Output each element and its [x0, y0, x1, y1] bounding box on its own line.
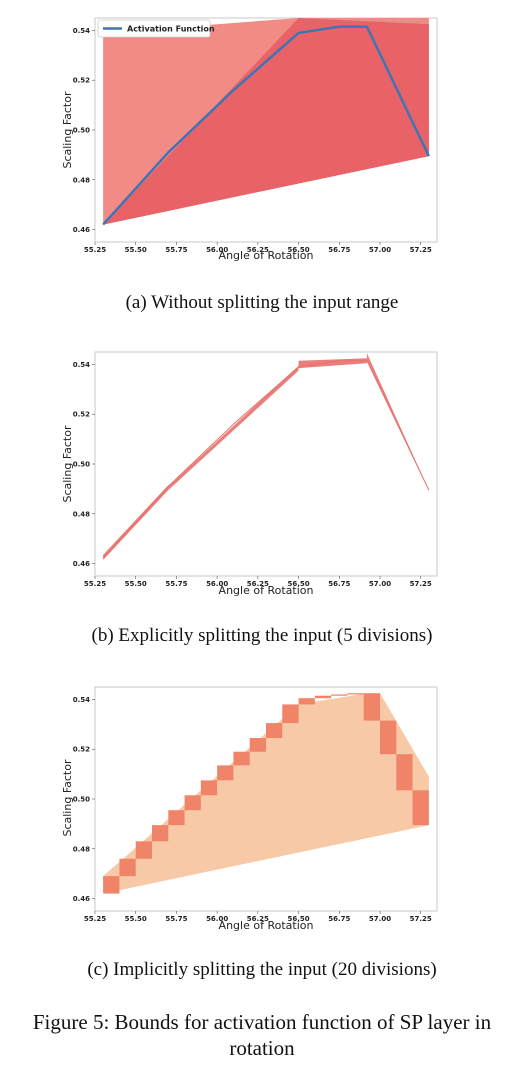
y-tick-label: 0.46: [73, 226, 90, 234]
boxes-group-c: [103, 693, 429, 894]
y-tick-label: 0.46: [73, 560, 90, 568]
y-axis-label-b: Scaling Factor: [61, 425, 74, 502]
legend-a: Activation Function: [97, 19, 215, 38]
x-tick-label: 56.50: [287, 580, 309, 588]
division-box: [119, 858, 136, 877]
division-box: [347, 693, 364, 695]
division-box: [152, 825, 169, 842]
division-box: [103, 876, 120, 894]
division-box: [184, 795, 201, 811]
y-tick-label: 0.50: [73, 461, 90, 469]
x-tick-label: 56.75: [328, 580, 350, 588]
x-tick-label: 55.75: [165, 915, 187, 923]
division-box: [168, 810, 185, 826]
x-tick-label: 57.25: [410, 246, 432, 254]
x-tick-label: 56.25: [247, 580, 269, 588]
x-tick-label: 57.00: [369, 580, 391, 588]
division-box: [217, 765, 234, 781]
x-tick-label: 56.50: [287, 915, 309, 923]
x-tick-label: 55.50: [125, 915, 147, 923]
y-tick-label: 0.54: [73, 361, 90, 369]
division-box: [233, 751, 250, 766]
x-tick-label: 55.25: [84, 246, 106, 254]
y-ticks-c: 0.46 0.48 0.50 0.52 0.54: [73, 696, 95, 903]
x-tick-label: 56.25: [247, 246, 269, 254]
x-tick-label: 55.25: [84, 915, 106, 923]
legend-box-a: [97, 19, 211, 38]
x-ticks-c: 55.25 55.50 55.75 56.00 56.25 56.50 56.75 57.00…: [84, 911, 432, 923]
panel-c: 0.46 0.48 0.50 0.52 0.54 55.25 55.50 55.75 56.0…: [61, 686, 438, 980]
bounds-group-a: [103, 18, 429, 225]
x-axis-label-b: Angle of Rotation: [219, 584, 314, 597]
series-group-b: [102, 360, 430, 559]
x-tick-label: 57.00: [369, 246, 391, 254]
x-tick-label: 56.50: [287, 246, 309, 254]
division-box: [363, 693, 380, 721]
division-bound-4: [366, 353, 429, 491]
division-box: [298, 698, 315, 705]
caption-b: (b) Explicitly splitting the input (5 di…: [92, 625, 433, 646]
y-tick-label: 0.48: [73, 176, 90, 184]
division-box: [412, 790, 429, 826]
hull-region: [103, 693, 429, 894]
y-axis-label-a: Scaling Factor: [61, 91, 74, 168]
division-box: [135, 841, 152, 859]
caption-c: (c) Implicitly splitting the input (20 d…: [87, 959, 436, 980]
hull-group-c: [103, 693, 429, 894]
figure-caption-line-1: Figure 5: Bounds for activation function…: [33, 1010, 492, 1034]
x-tick-label: 55.50: [125, 246, 147, 254]
division-box: [249, 738, 266, 752]
figure-caption-line-2: rotation: [229, 1036, 295, 1060]
y-tick-label: 0.52: [73, 411, 90, 419]
x-tick-label: 57.25: [410, 580, 432, 588]
panel-a: 0.46 0.48 0.50 0.52 0.54 55.25 55.50 55.75 56.0…: [61, 17, 438, 313]
y-tick-label: 0.46: [73, 895, 90, 903]
x-tick-label: 56.25: [247, 915, 269, 923]
division-box: [200, 780, 218, 796]
plot-area-b: [94, 351, 438, 577]
caption-a: (a) Without splitting the input range: [126, 292, 399, 313]
y-tick-label: 0.50: [73, 127, 90, 135]
x-tick-label: 56.75: [328, 246, 350, 254]
x-tick-label: 56.00: [206, 915, 228, 923]
x-tick-label: 55.75: [165, 580, 187, 588]
division-box: [331, 694, 348, 696]
y-tick-label: 0.54: [73, 27, 90, 35]
series-group-a: [102, 25, 430, 226]
x-tick-label: 55.75: [165, 246, 187, 254]
y-tick-label: 0.48: [73, 845, 90, 853]
y-ticks-a: 0.46 0.48 0.50 0.52 0.54: [73, 27, 95, 234]
x-tick-label: 55.25: [84, 580, 106, 588]
division-box: [396, 754, 413, 791]
x-tick-label: 55.50: [125, 580, 147, 588]
y-ticks-b: 0.46 0.48 0.50 0.52 0.54: [73, 361, 95, 568]
y-tick-label: 0.52: [73, 746, 90, 754]
x-tick-label: 57.00: [369, 915, 391, 923]
legend-label-a: Activation Function: [127, 25, 215, 34]
panel-b: 0.46 0.48 0.50 0.52 0.54 55.25 55.50 55.75 56.0…: [61, 351, 438, 646]
bound-region-2: [103, 18, 429, 225]
activation-function-line: [102, 360, 430, 559]
y-tick-label: 0.48: [73, 510, 90, 518]
division-box: [314, 695, 332, 699]
division-bound-2: [168, 365, 299, 491]
y-tick-label: 0.52: [73, 77, 90, 85]
x-axis-label-c: Angle of Rotation: [219, 919, 314, 932]
x-ticks-a: 55.25 55.50 55.75 56.00 56.25 56.50 56.75 57.00…: [84, 242, 432, 254]
x-tick-label: 56.75: [328, 915, 350, 923]
x-ticks-b: 55.25 55.50 55.75 56.00 56.25 56.50 56.75 57.00…: [84, 576, 432, 588]
x-tick-label: 56.00: [206, 580, 228, 588]
division-box: [380, 720, 397, 755]
y-tick-label: 0.50: [73, 796, 90, 804]
division-box: [282, 704, 299, 724]
division-box: [266, 723, 283, 739]
y-tick-label: 0.54: [73, 696, 90, 704]
y-axis-label-c: Scaling Factor: [61, 759, 74, 836]
x-axis-label-a: Angle of Rotation: [219, 249, 314, 262]
x-tick-label: 56.00: [206, 246, 228, 254]
activation-function-line: [102, 25, 430, 226]
x-tick-label: 57.25: [410, 915, 432, 923]
